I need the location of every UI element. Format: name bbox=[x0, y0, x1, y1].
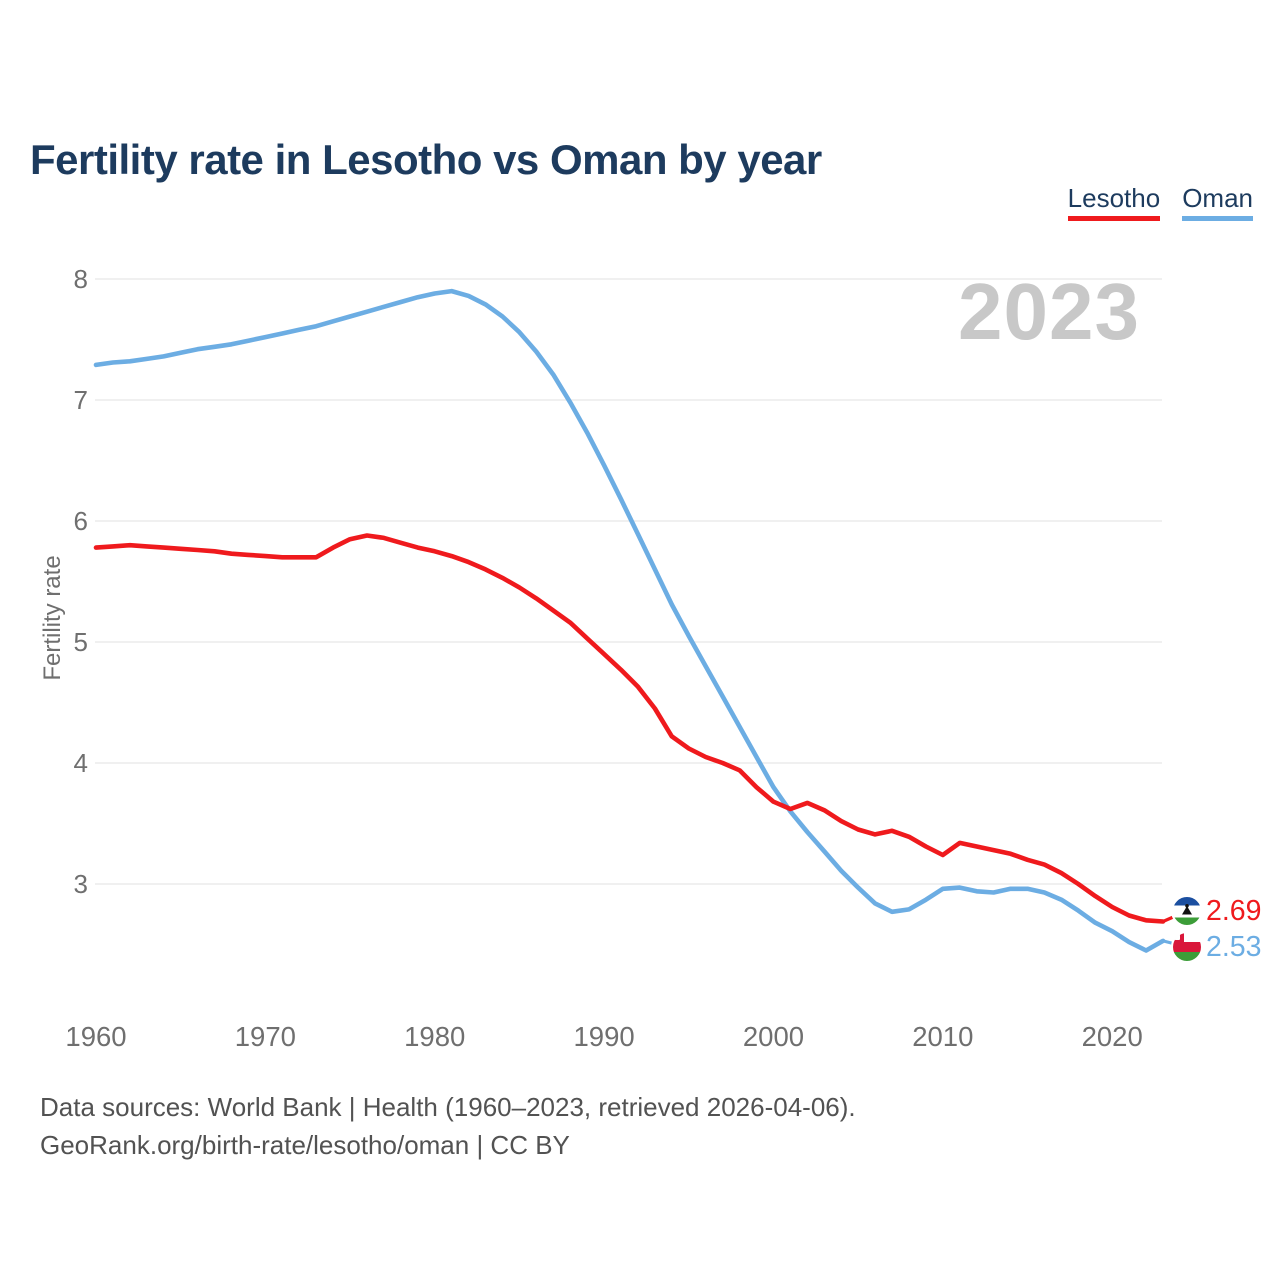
footer-license-line: GeoRank.org/birth-rate/lesotho/oman | CC… bbox=[40, 1130, 570, 1160]
x-tick-label: 2000 bbox=[743, 1021, 804, 1052]
chart-title: Fertility rate in Lesotho vs Oman by yea… bbox=[30, 136, 822, 184]
lesotho-flag-icon bbox=[1172, 896, 1202, 926]
y-tick-label: 3 bbox=[74, 869, 88, 899]
series-line-lesotho[interactable] bbox=[93, 533, 1166, 924]
y-tick-label: 8 bbox=[74, 264, 88, 294]
series-line-oman[interactable] bbox=[93, 288, 1166, 953]
y-tick-label: 6 bbox=[74, 506, 88, 536]
x-tick-label: 1960 bbox=[65, 1021, 126, 1052]
end-value-oman: 2.53 bbox=[1206, 931, 1261, 963]
footer: Data sources: World Bank | Health (1960–… bbox=[40, 1088, 856, 1164]
end-value-lesotho: 2.69 bbox=[1206, 895, 1261, 927]
legend: Lesotho Oman bbox=[1067, 184, 1253, 221]
y-tick-label: 7 bbox=[74, 385, 88, 415]
x-tick-label: 1980 bbox=[404, 1021, 465, 1052]
x-tick-label: 2010 bbox=[912, 1021, 973, 1052]
y-tick-label: 4 bbox=[74, 748, 88, 778]
x-tick-label: 1990 bbox=[574, 1021, 635, 1052]
year-watermark: 2023 bbox=[958, 267, 1140, 356]
footer-source-line: Data sources: World Bank | Health (1960–… bbox=[40, 1092, 856, 1122]
x-tick-label: 1970 bbox=[235, 1021, 296, 1052]
legend-item-oman[interactable]: Oman bbox=[1182, 184, 1253, 221]
legend-item-lesotho[interactable]: Lesotho bbox=[1067, 184, 1161, 221]
x-tick-label: 2020 bbox=[1082, 1021, 1143, 1052]
y-tick-label: 5 bbox=[74, 627, 88, 657]
